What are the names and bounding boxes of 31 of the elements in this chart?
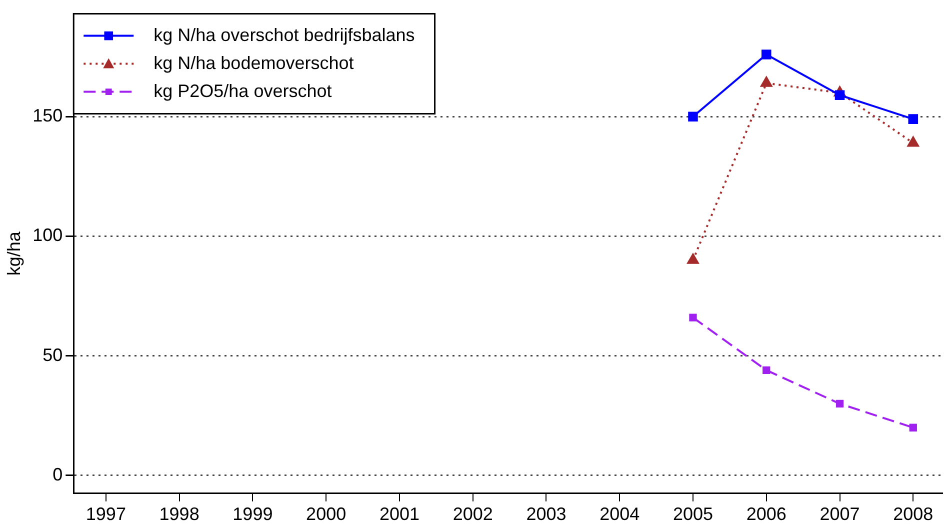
point <box>687 254 699 264</box>
x-tick-label: 2003 <box>526 504 566 524</box>
point <box>762 366 770 374</box>
x-tick-label: 1999 <box>232 504 273 524</box>
point <box>761 50 772 60</box>
point <box>760 76 772 87</box>
point <box>689 314 697 322</box>
point <box>908 114 918 124</box>
y-tick-label: 0 <box>52 464 63 484</box>
x-tick-label: 2005 <box>672 504 714 524</box>
x-tick-label: 2001 <box>379 504 420 524</box>
x-tick-label: 2007 <box>820 504 860 524</box>
x-tick-label: 2006 <box>746 504 786 524</box>
x-tick-label: 2004 <box>600 504 640 524</box>
point <box>836 400 844 408</box>
y-tick-label: 100 <box>32 225 63 246</box>
y-tick-label: 150 <box>32 106 63 126</box>
legend-label: kg P2O5/ha overschot <box>154 80 332 101</box>
legend-label: kg N/ha overschot bedrijfsbalans <box>154 24 415 45</box>
point <box>834 90 845 100</box>
y-axis-title: kg/ha <box>4 230 24 276</box>
legend-label: kg N/ha bodemoverschot <box>154 52 354 73</box>
x-tick-label: 1998 <box>159 504 200 524</box>
point <box>688 112 698 122</box>
x-tick-label: 2000 <box>306 504 346 524</box>
y-tick-label: 50 <box>42 344 63 365</box>
point <box>909 424 917 432</box>
x-tick-label: 2008 <box>893 504 934 524</box>
x-tick-label: 1997 <box>86 504 126 524</box>
point <box>907 136 919 147</box>
x-tick-label: 2002 <box>452 504 493 524</box>
